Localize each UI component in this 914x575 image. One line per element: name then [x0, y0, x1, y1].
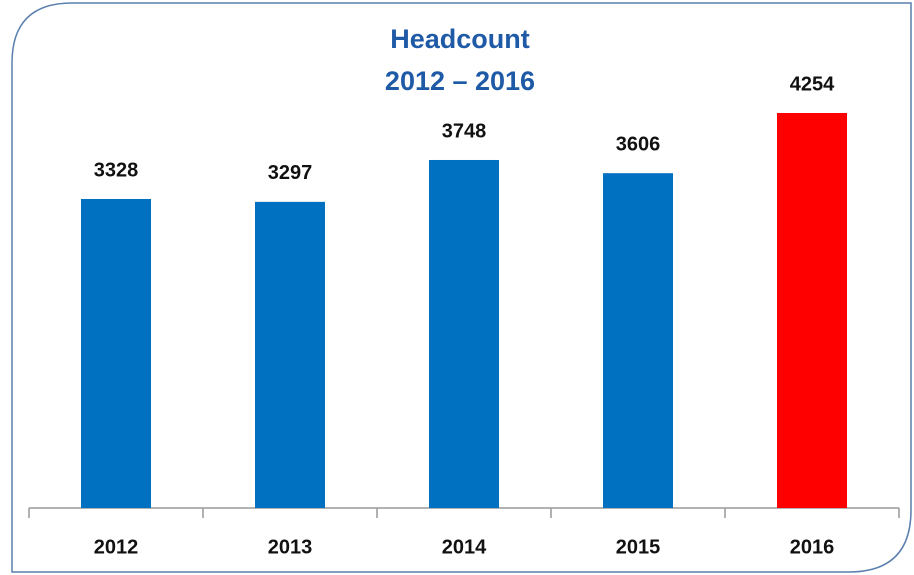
- bar: [429, 159, 499, 508]
- value-label: 3297: [268, 162, 313, 184]
- chart-subtitle: 2012 – 2016: [385, 66, 535, 96]
- bar: [603, 173, 673, 508]
- x-tick-label: 2016: [790, 536, 835, 558]
- value-label: 3748: [442, 120, 487, 142]
- value-label: 3606: [616, 133, 661, 155]
- x-tick-label: 2014: [442, 536, 487, 558]
- x-tick-label: 2015: [616, 536, 661, 558]
- x-tick-label: 2013: [268, 536, 313, 558]
- value-label: 3328: [94, 159, 139, 181]
- chart-title: Headcount: [390, 24, 530, 54]
- value-label: 4254: [790, 73, 835, 95]
- bar: [81, 198, 151, 508]
- bar: [777, 113, 847, 508]
- bar: [255, 201, 325, 508]
- x-tick-label: 2012: [94, 536, 139, 558]
